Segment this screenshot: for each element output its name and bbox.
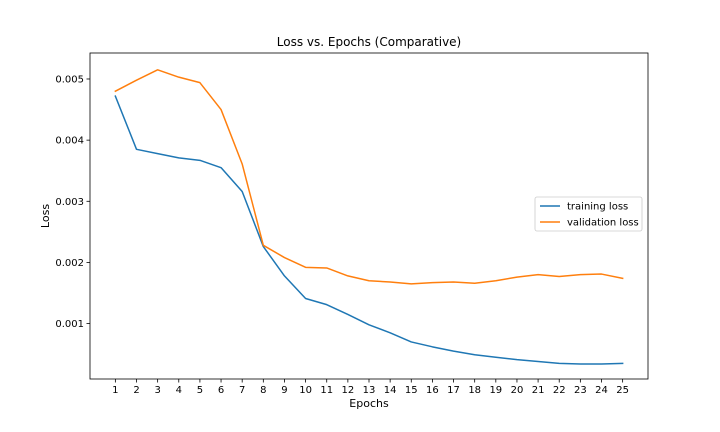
x-tick-label: 19 <box>489 385 502 396</box>
x-tick-label: 11 <box>320 385 333 396</box>
x-tick-label: 17 <box>447 385 460 396</box>
x-tick-label: 1 <box>112 385 118 396</box>
x-tick-label: 23 <box>574 385 587 396</box>
x-tick-label: 4 <box>176 385 182 396</box>
y-tick-label: 0.004 <box>55 136 84 147</box>
x-tick-label: 16 <box>426 385 439 396</box>
x-tick-label: 22 <box>553 385 566 396</box>
legend-label: validation loss <box>567 218 639 229</box>
x-tick-label: 8 <box>260 385 266 396</box>
x-tick-label: 14 <box>384 385 397 396</box>
y-tick-label: 0.001 <box>55 319 84 330</box>
x-tick-label: 3 <box>154 385 160 396</box>
x-tick-label: 6 <box>218 385 224 396</box>
legend-box <box>534 196 643 232</box>
legend-label: training loss <box>567 202 628 213</box>
x-tick-label: 21 <box>532 385 545 396</box>
x-axis-label: Epochs <box>349 397 389 410</box>
series-line-training-loss <box>114 95 624 365</box>
series-line-validation-loss <box>114 69 624 285</box>
x-tick-label: 25 <box>616 385 629 396</box>
x-tick-label: 24 <box>595 385 608 396</box>
x-tick-label: 15 <box>405 385 418 396</box>
y-tick-label: 0.002 <box>55 258 84 269</box>
chart-title: Loss vs. Epochs (Comparative) <box>277 35 461 49</box>
plot-area: 1 2 3 4 5 6 7 8 9 10 11 12 13 14 15 16 17 18 19 20 21 22 23 24 2… <box>55 52 649 396</box>
x-tick-label: 9 <box>281 385 287 396</box>
x-tick-label: 2 <box>133 385 139 396</box>
x-tick-label: 5 <box>197 385 203 396</box>
legend: training loss validation loss <box>534 196 643 232</box>
x-tick-label: 12 <box>341 385 354 396</box>
y-axis-label: Loss <box>39 204 52 228</box>
y-tick-label: 0.003 <box>55 197 84 208</box>
x-tick-label: 10 <box>299 385 312 396</box>
x-tick-label: 7 <box>239 385 245 396</box>
x-tick-label: 20 <box>511 385 524 396</box>
x-tick-label: 13 <box>363 385 376 396</box>
y-tick-label: 0.005 <box>55 74 84 85</box>
x-tick-label: 18 <box>468 385 481 396</box>
